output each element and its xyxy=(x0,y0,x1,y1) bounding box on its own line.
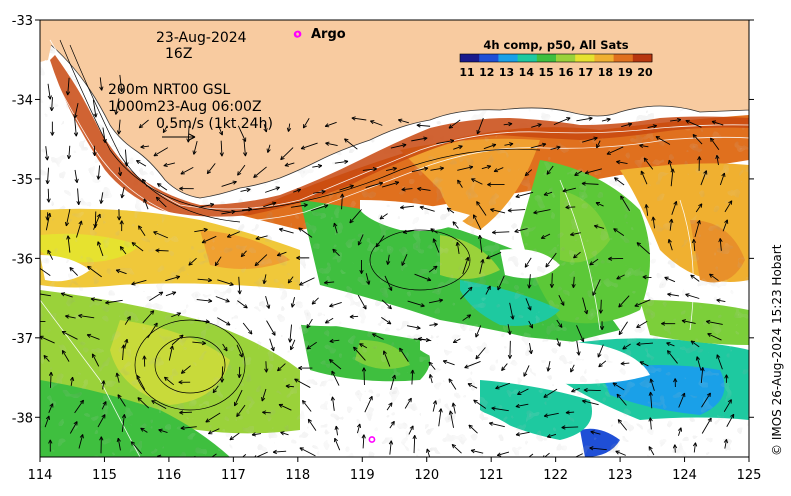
y-tick-label: -33 xyxy=(12,14,33,29)
colorbar-label: 13 xyxy=(499,66,514,79)
colorbar-swatch xyxy=(498,54,518,62)
colorbar-swatch xyxy=(537,54,557,62)
depth-line-1: 200m NRT00 GSL xyxy=(108,82,231,98)
colorbar-swatch xyxy=(633,54,653,62)
colorbar-swatch xyxy=(518,54,538,62)
colorbar-swatch xyxy=(556,54,576,62)
x-tick-label: 116 xyxy=(156,468,181,483)
date-label: 23-Aug-2024 xyxy=(156,30,247,46)
colorbar-label: 11 xyxy=(459,66,474,79)
colorbar-title: 4h comp, p50, All Sats xyxy=(483,38,628,52)
colorbar-swatch xyxy=(594,54,614,62)
colorbar-swatch xyxy=(460,54,480,62)
y-tick-label: -35 xyxy=(12,173,33,188)
x-tick-label: 123 xyxy=(608,468,633,483)
x-tick-label: 122 xyxy=(543,468,568,483)
depth-line-2: 1000m23-Aug 06:00Z xyxy=(108,99,262,115)
time-label: 16Z xyxy=(165,46,192,62)
colorbar-swatch xyxy=(479,54,499,62)
colorbar-swatch xyxy=(575,54,595,62)
x-tick-label: 114 xyxy=(28,468,53,483)
x-tick-label: 119 xyxy=(350,468,375,483)
colorbar-label: 16 xyxy=(558,66,574,79)
x-tick-label: 121 xyxy=(479,468,504,483)
colorbar-swatch xyxy=(614,54,634,62)
y-tick-label: -37 xyxy=(12,332,33,347)
colorbar-label: 19 xyxy=(618,66,633,79)
y-tick-label: -38 xyxy=(12,411,33,426)
x-tick-label: 120 xyxy=(414,468,439,483)
x-axis: 114 115 116 117 118 119 120 121 122 123 124 125 xyxy=(28,457,762,483)
x-tick-label: 118 xyxy=(285,468,310,483)
x-tick-label: 115 xyxy=(92,468,117,483)
x-tick-label: 117 xyxy=(221,468,246,483)
y-tick-label: -34 xyxy=(12,93,33,108)
colorbar-label: 17 xyxy=(578,66,593,79)
scale-label: 0.5m/s (1kt 24h) xyxy=(156,116,273,132)
colorbar-label: 12 xyxy=(479,66,494,79)
credit-label: © IMOS 26-Aug-2024 15:23 Hobart xyxy=(770,244,784,456)
colorbar-label: 14 xyxy=(519,66,535,79)
x-tick-label: 124 xyxy=(672,468,697,483)
x-tick-label: 125 xyxy=(737,468,762,483)
colorbar-swatches xyxy=(460,54,653,62)
argo-legend-label: Argo xyxy=(311,27,346,42)
colorbar-label: 15 xyxy=(538,66,553,79)
colorbar-label: 18 xyxy=(598,66,613,79)
y-tick-label: -36 xyxy=(12,252,33,267)
colorbar-label: 20 xyxy=(637,66,653,79)
